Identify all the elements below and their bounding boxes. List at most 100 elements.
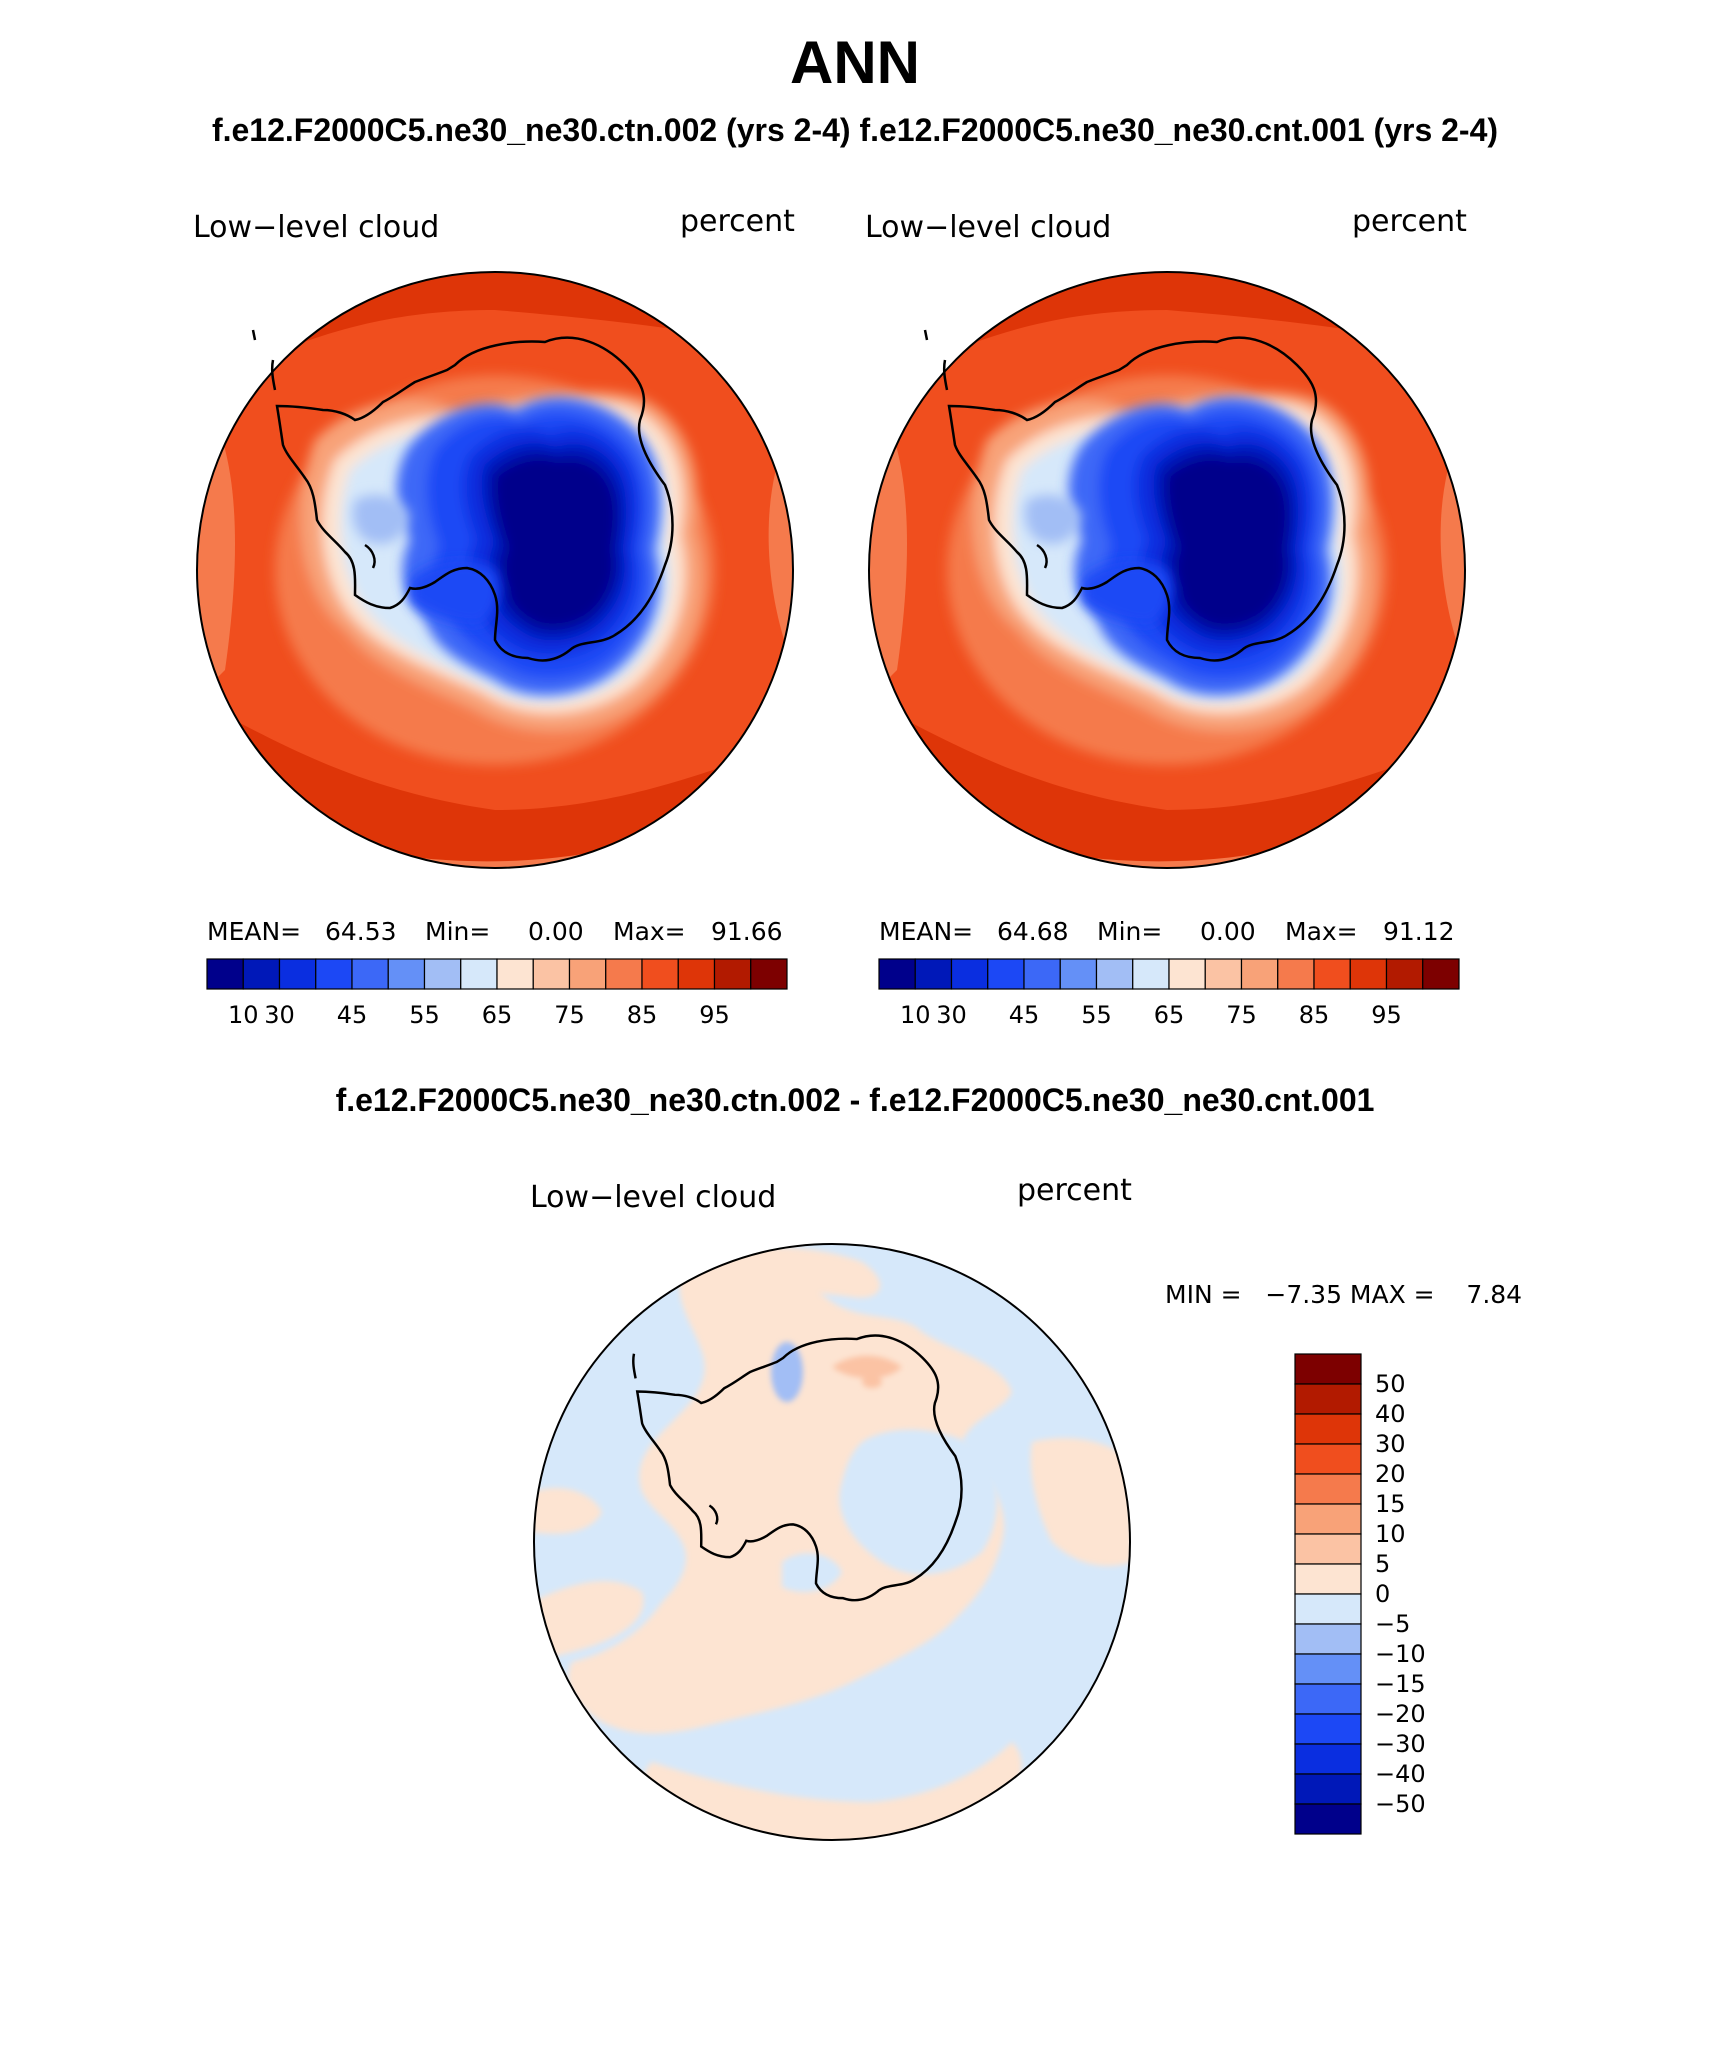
right-colorbar-swatch: [1422, 958, 1460, 990]
right-colorbar-tick-label: 85: [1299, 1001, 1330, 1029]
left-colorbar-swatch: [423, 958, 462, 990]
left-colorbar-tick-label: 30: [264, 1001, 295, 1029]
difference-colorbar-swatch: [1294, 1623, 1362, 1655]
difference-colorbar-swatch: [1294, 1743, 1362, 1775]
figure-title: ANN: [790, 29, 920, 96]
difference-colorbar-tick-label: 40: [1375, 1400, 1406, 1428]
left-mean-value: 64.53: [325, 917, 397, 946]
left-colorbar-tick-label: 55: [409, 1001, 440, 1029]
difference-colorbar-swatch: [1294, 1773, 1362, 1805]
difference-colorbar-tick-label: 10: [1375, 1520, 1406, 1548]
difference-colorbar-tick-label: −40: [1375, 1760, 1426, 1788]
difference-colorbar-tick-label: −20: [1375, 1700, 1426, 1728]
left-colorbar-tick-label: 10: [228, 1001, 259, 1029]
right-mean-label: MEAN=: [879, 917, 974, 946]
diff-variable-label: Low−level cloud: [530, 1180, 777, 1215]
left-colorbar-swatch: [315, 958, 353, 990]
difference-colorbar-tick-label: 20: [1375, 1460, 1406, 1488]
right-colorbar-tick-label: 95: [1371, 1001, 1402, 1029]
difference-colorbar-tick-label: −30: [1375, 1730, 1426, 1758]
difference-colorbar-tick-label: −15: [1375, 1670, 1426, 1698]
right-colorbar-tick-label: 30: [936, 1001, 967, 1029]
left-colorbar-swatch: [278, 958, 317, 990]
left-colorbar-swatch: [713, 958, 752, 990]
left-min-label: Min=: [425, 917, 491, 946]
difference-colorbar-swatch: [1294, 1533, 1362, 1565]
right-colorbar: 10 30 45 55 65 75 85 95: [878, 958, 1460, 1029]
left-colorbar-swatch: [750, 958, 788, 990]
right-colorbar-swatch: [1277, 958, 1315, 990]
right-map: [868, 271, 1466, 869]
difference-colorbar-swatch: [1294, 1713, 1362, 1745]
left-map: [196, 271, 794, 869]
left-colorbar-tick-label: 75: [554, 1001, 585, 1029]
right-colorbar-swatch: [914, 958, 953, 990]
left-colorbar-swatch: [641, 958, 679, 990]
left-colorbar-tick-label: 85: [627, 1001, 658, 1029]
difference-map-field: [534, 1244, 1130, 1840]
left-colorbar-tick-label: 65: [482, 1001, 513, 1029]
left-colorbar-tick-label: 95: [699, 1001, 730, 1029]
right-map-field: [869, 272, 1465, 868]
right-colorbar-swatch: [1132, 958, 1170, 990]
left-colorbar-swatch: [460, 958, 498, 990]
right-colorbar-swatch: [950, 958, 989, 990]
difference-colorbar-tick-label: 30: [1375, 1430, 1406, 1458]
right-mean-value: 64.68: [997, 917, 1069, 946]
difference-colorbar-tick-label: −10: [1375, 1640, 1426, 1668]
difference-colorbar-swatch: [1294, 1353, 1362, 1385]
left-colorbar-swatch: [496, 958, 534, 990]
right-colorbar-swatch: [1204, 958, 1243, 990]
left-colorbar-tick-label: 45: [337, 1001, 368, 1029]
left-colorbar-swatch: [568, 958, 607, 990]
right-colorbar-tick-label: 55: [1081, 1001, 1112, 1029]
difference-colorbar-swatch: [1294, 1413, 1362, 1445]
left-colorbar-swatch: [206, 958, 244, 990]
difference-colorbar-swatch: [1294, 1443, 1362, 1475]
left-colorbar-swatch: [605, 958, 643, 990]
right-colorbar-swatch: [1059, 958, 1098, 990]
right-min-value: 0.00: [1200, 917, 1256, 946]
right-units-label: percent: [1352, 204, 1467, 239]
right-min-label: Min=: [1097, 917, 1163, 946]
difference-colorbar-tick-label: 5: [1375, 1550, 1390, 1578]
left-colorbar-swatch: [242, 958, 281, 990]
left-colorbar-swatch: [351, 958, 389, 990]
left-colorbar-swatch: [677, 958, 716, 990]
right-colorbar-tick-label: 75: [1226, 1001, 1257, 1029]
right-colorbar-tick-label: 65: [1154, 1001, 1185, 1029]
right-colorbar-swatch: [1313, 958, 1351, 990]
right-colorbar-swatch: [1349, 958, 1388, 990]
difference-colorbar-swatch: [1294, 1593, 1362, 1625]
right-colorbar-swatch: [1023, 958, 1061, 990]
right-colorbar-swatch: [878, 958, 916, 990]
figure-header: f.e12.F2000C5.ne30_ne30.ctn.002 (yrs 2-4…: [211, 112, 1499, 148]
left-max-value: 91.66: [711, 917, 783, 946]
difference-colorbar-swatch: [1294, 1653, 1362, 1685]
difference-colorbar-tick-label: 50: [1375, 1370, 1406, 1398]
left-map-field: [197, 272, 793, 868]
difference-colorbar-swatch: [1294, 1683, 1362, 1715]
difference-colorbar-swatch: [1294, 1803, 1362, 1835]
right-colorbar-tick-label: 45: [1009, 1001, 1040, 1029]
right-max-value: 91.12: [1383, 917, 1455, 946]
right-colorbar-swatch: [1240, 958, 1279, 990]
difference-colorbar-swatch: [1294, 1503, 1362, 1535]
difference-colorbar-swatch: [1294, 1383, 1362, 1415]
diff-minmax-label: MIN = −7.35 MAX = 7.84: [1165, 1280, 1523, 1309]
left-min-value: 0.00: [528, 917, 584, 946]
right-colorbar-swatch: [1168, 958, 1206, 990]
difference-colorbar-tick-label: 15: [1375, 1490, 1406, 1518]
right-colorbar-tick-label: 10: [900, 1001, 931, 1029]
left-mean-label: MEAN=: [207, 917, 302, 946]
right-colorbar-swatch: [987, 958, 1025, 990]
difference-header: f.e12.F2000C5.ne30_ne30.ctn.002 - f.e12.…: [335, 1082, 1375, 1118]
left-colorbar: 10 30 45 55 65 75 85 95: [206, 958, 788, 1029]
right-colorbar-swatch: [1385, 958, 1424, 990]
right-colorbar-swatch: [1095, 958, 1134, 990]
left-units-label: percent: [680, 204, 795, 239]
left-colorbar-swatch: [387, 958, 426, 990]
difference-colorbar-tick-label: 0: [1375, 1580, 1390, 1608]
difference-map: [533, 1243, 1131, 1841]
